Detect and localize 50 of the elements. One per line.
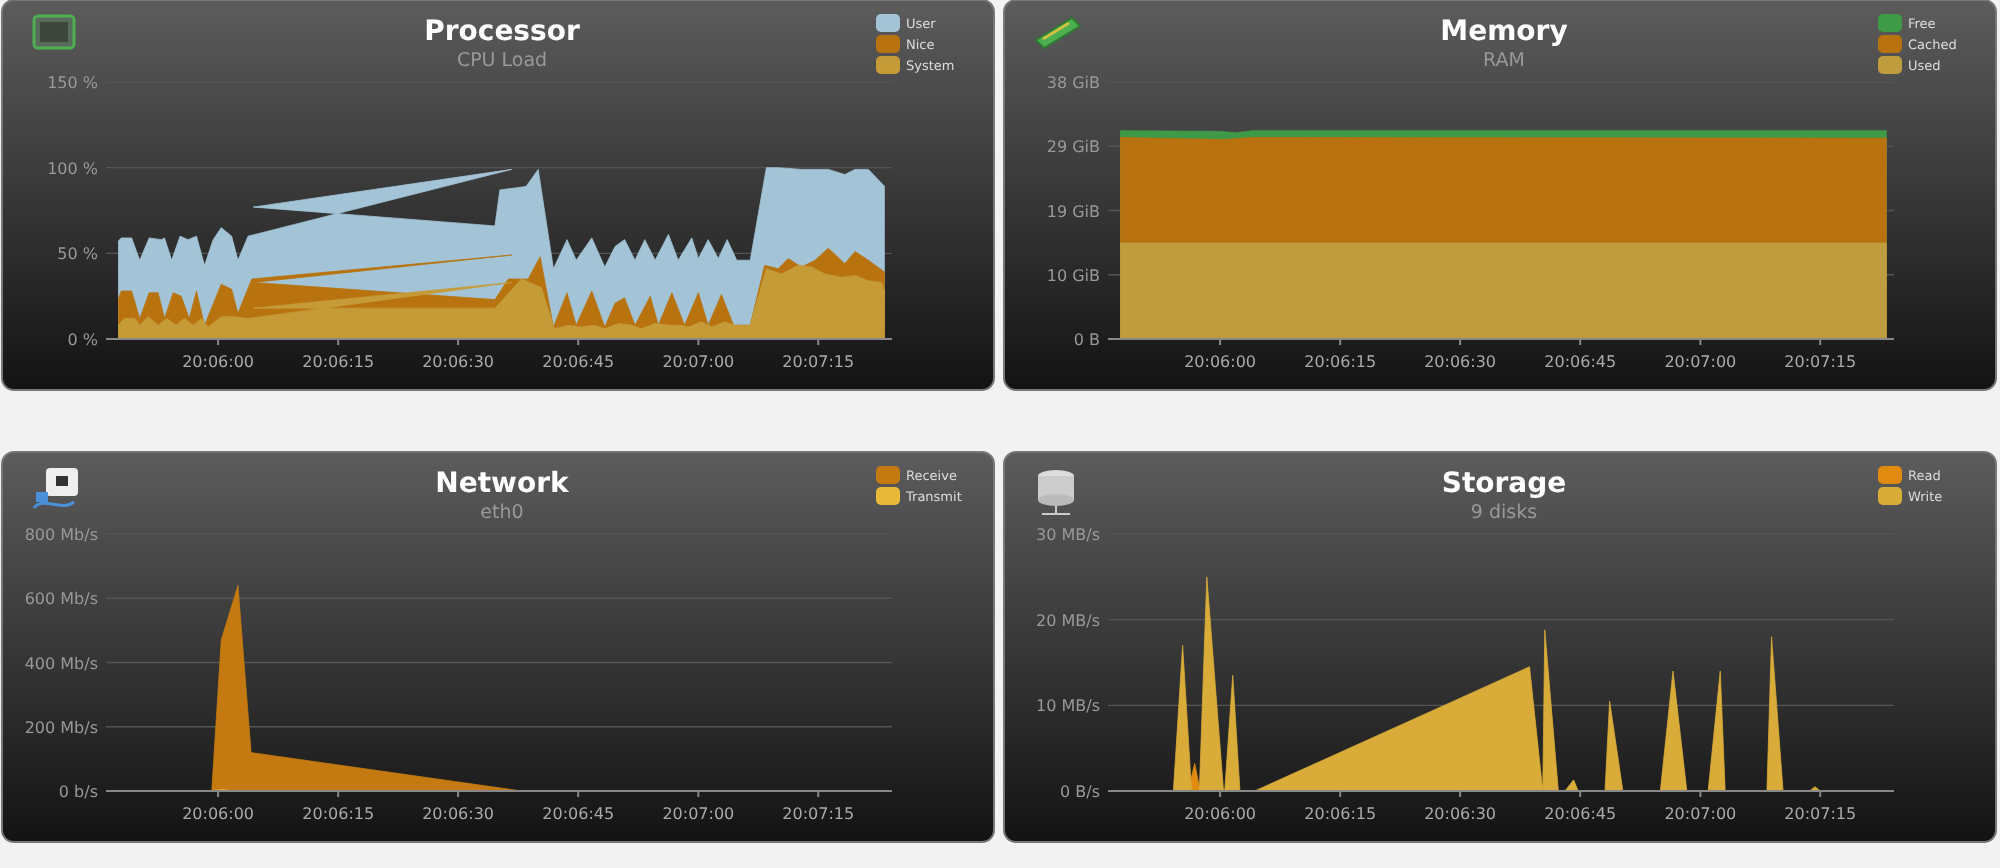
y-tick-label: 38 GiB [1046,74,1100,92]
y-tick-label: 20 MB/s [1036,611,1100,630]
chart-title: Processor [424,16,580,48]
y-tick-label: 10 GiB [1046,266,1100,285]
x-tick-label: 20:06:30 [1424,353,1497,371]
chart-title: Memory [1440,16,1568,48]
x-tick-label: 20:06:00 [182,353,255,371]
chart-title: Network [435,468,571,500]
y-tick-label: 0 % [67,331,99,349]
chart-title: Storage [1441,468,1567,500]
y-tick-label: 150 % [47,74,99,92]
x-tick-label: 20:06:00 [1184,353,1257,371]
x-tick-label: 20:06:45 [1544,353,1617,371]
x-tick-label: 20:06:15 [1304,805,1377,823]
chart-subtitle: RAM [1483,50,1525,72]
y-tick-label: 800 Mb/s [24,526,98,544]
y-tick-label: 29 GiB [1046,138,1100,157]
x-tick-label: 20:07:15 [782,805,855,823]
y-tick-label: 10 MB/s [1036,697,1100,716]
chart-subtitle: 9 disks [1470,502,1538,524]
y-tick-label: 100 % [47,159,99,178]
y-tick-label: 600 Mb/s [24,590,98,609]
y-tick-label: 50 % [57,245,99,264]
x-tick-label: 20:07:00 [662,353,735,371]
x-tick-label: 20:06:15 [302,805,375,823]
y-tick-label: 0 B [1073,331,1100,349]
x-tick-label: 20:07:00 [662,805,735,823]
x-tick-label: 20:06:30 [1424,805,1497,823]
x-tick-label: 20:07:15 [1784,805,1857,823]
x-tick-label: 20:06:30 [422,805,495,823]
x-tick-label: 20:06:15 [1304,353,1377,371]
chart-subtitle: CPU Load [456,50,548,72]
y-tick-label: 0 b/s [58,783,98,801]
x-tick-label: 20:06:45 [542,353,615,371]
x-tick-label: 20:06:30 [422,353,495,371]
x-tick-label: 20:07:15 [1784,353,1857,371]
x-tick-label: 20:07:00 [1664,805,1737,823]
x-tick-label: 20:06:45 [542,805,615,823]
y-tick-label: 400 Mb/s [24,654,98,673]
x-tick-label: 20:06:00 [1184,805,1257,823]
chart-subtitle: eth0 [480,502,524,524]
x-tick-label: 20:06:45 [1544,805,1617,823]
x-tick-label: 20:06:00 [182,805,255,823]
y-tick-label: 200 Mb/s [24,718,98,737]
y-tick-label: 0 B/s [1060,783,1100,801]
y-tick-label: 30 MB/s [1036,526,1100,544]
x-tick-label: 20:07:00 [1664,353,1737,371]
x-tick-label: 20:07:15 [782,353,855,371]
x-tick-label: 20:06:15 [302,353,375,371]
y-tick-label: 19 GiB [1046,202,1100,221]
